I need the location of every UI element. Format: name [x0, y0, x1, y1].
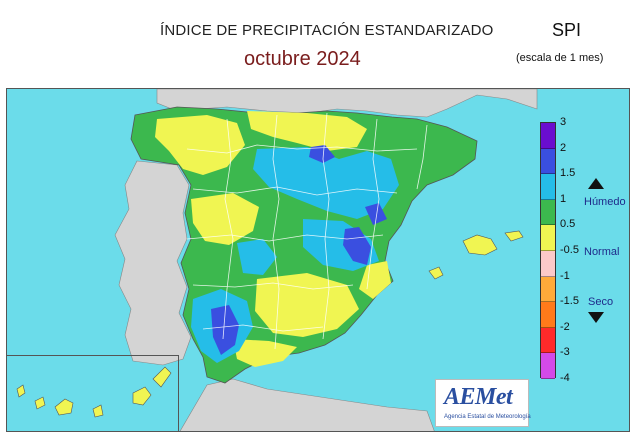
zone-very-humid-east — [343, 227, 371, 265]
legend-tick-label: 1.5 — [560, 167, 576, 180]
zone-normal-west — [191, 193, 259, 245]
zone-normal-east — [359, 261, 391, 299]
zone-normal-northwest — [155, 115, 245, 175]
spi-legend: 3 2 1.5 1 0.5 -0.5 -1 -1.5 -2 -3 -4 Húmedo Normal … — [536, 116, 626, 384]
legend-swatch — [541, 327, 555, 354]
legend-tick-label: -4 — [560, 372, 570, 384]
island-ibiza — [428, 266, 444, 280]
map-frame: AEMet Agencia Estatal de Meteorología — [6, 88, 630, 432]
legend-humid-label: Húmedo — [584, 196, 626, 208]
zone-humid-north-center — [253, 147, 399, 219]
legend-swatch — [541, 276, 555, 303]
legend-tick-label: -3 — [560, 346, 570, 359]
map-svg — [16, 89, 538, 431]
page-subtitle: octubre 2024 — [244, 48, 361, 70]
legend-swatch — [541, 174, 555, 200]
island-mallorca — [462, 234, 498, 256]
index-label: SPI — [552, 20, 582, 40]
scale-label: (escala de 1 mes) — [516, 52, 604, 64]
island-menorca — [504, 230, 524, 242]
legend-tick-label: 2 — [560, 141, 567, 154]
legend-swatch — [541, 199, 555, 226]
canary-islands-inset — [7, 355, 179, 431]
legend-tick-label: -2 — [560, 320, 570, 333]
legend-tick-label: 1 — [560, 192, 567, 205]
zone-normal-north — [247, 111, 367, 151]
legend-tick-label: -0.5 — [560, 244, 579, 256]
legend-swatch — [541, 123, 555, 149]
legend-tick-label: -1.5 — [560, 295, 579, 308]
legend-swatch — [541, 353, 555, 379]
province-boundaries — [186, 112, 428, 350]
portugal-landmass — [114, 160, 192, 366]
legend-swatch — [541, 302, 555, 328]
aemet-logo: AEMet Agencia Estatal de Meteorología — [435, 379, 531, 427]
legend-swatch — [541, 148, 555, 175]
zone-very-humid-north — [309, 145, 335, 163]
legend-tick-label: 3 — [560, 116, 567, 128]
legend-tick-label: -1 — [560, 269, 570, 282]
zone-very-humid-southwest — [211, 305, 239, 355]
legend-color-bar — [540, 122, 556, 379]
legend-swatch — [541, 250, 555, 277]
humid-arrow-icon — [588, 178, 604, 189]
zone-normal-center-south — [255, 273, 359, 337]
page-title: ÍNDICE DE PRECIPITACIÓN ESTANDARIZADO — [160, 22, 494, 39]
morocco-landmass — [179, 378, 435, 431]
zone-humid-west — [237, 239, 277, 275]
legend-dry-label: Seco — [588, 296, 614, 308]
logo-subtitle: Agencia Estatal de Meteorología — [444, 414, 531, 420]
dry-arrow-icon — [588, 312, 604, 323]
zone-normal-south — [233, 339, 297, 367]
legend-normal-label: Normal — [584, 246, 620, 258]
legend-swatch — [541, 225, 555, 251]
logo-name: AEMet — [444, 384, 513, 410]
canary-islands — [16, 366, 172, 418]
legend-tick-label: 0.5 — [560, 218, 576, 231]
zone-very-humid-northeast — [365, 203, 387, 225]
